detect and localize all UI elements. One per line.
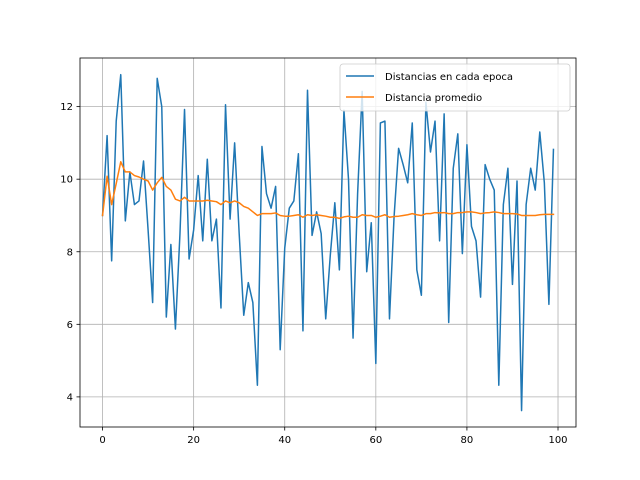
y-tick-label: 6	[67, 320, 73, 331]
x-tick-label: 80	[461, 435, 474, 446]
y-tick-label: 8	[67, 247, 73, 258]
x-tick-label: 60	[369, 435, 382, 446]
series-line-distancias	[101, 73, 555, 412]
legend-label-distancias: Distancias en cada epoca	[385, 72, 513, 83]
legend-label-promedio: Distancia promedio	[385, 93, 482, 104]
y-tick-label: 10	[60, 175, 73, 186]
legend-box	[339, 63, 571, 112]
x-tick-label: 20	[187, 435, 200, 446]
x-axis: 0 20 40 60 80 100	[99, 427, 568, 446]
legend: Distancias en cada epoca Distancia prome…	[339, 63, 571, 112]
x-tick-label: 0	[99, 435, 105, 446]
grid-lines	[80, 58, 576, 427]
series-layer	[101, 73, 555, 412]
y-tick-label: 12	[60, 102, 73, 113]
series-line-promedio	[101, 161, 555, 220]
x-tick-label: 40	[278, 435, 291, 446]
plot-frame	[79, 57, 577, 428]
x-tick-label: 100	[548, 435, 567, 446]
y-axis: 4 6 8 10 12	[60, 102, 80, 403]
y-tick-label: 4	[67, 392, 73, 403]
